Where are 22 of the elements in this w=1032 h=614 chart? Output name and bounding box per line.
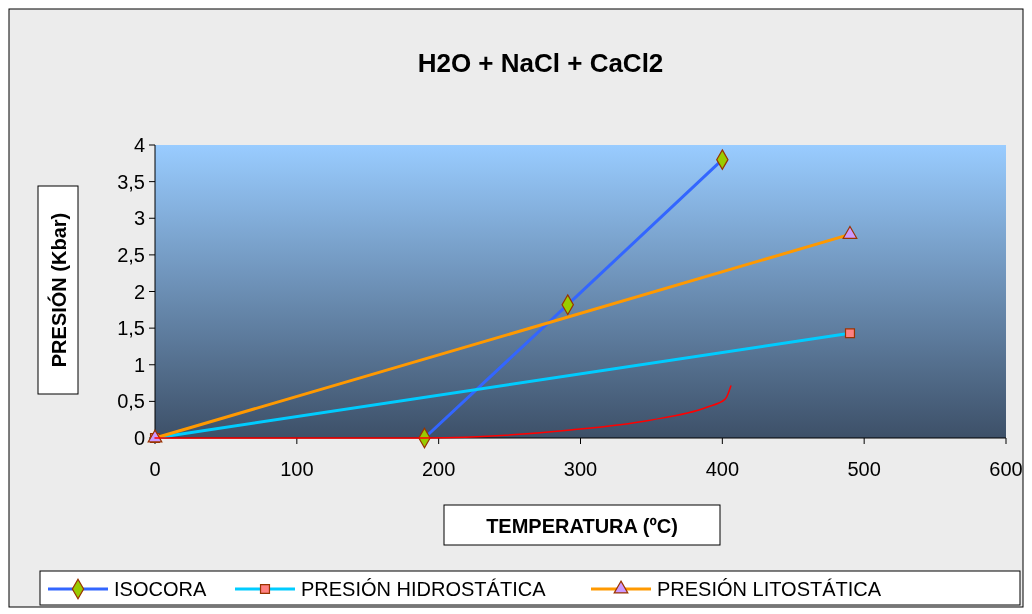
x-tick-label: 0 [149,458,161,480]
legend-label: ISOCORA [114,578,207,600]
x-tick-label: 400 [705,458,740,480]
y-axis-title: PRESIÓN (Kbar) [47,212,70,368]
y-tick-label: 0,5 [117,390,145,413]
chart-title: H2O + NaCl + CaCl2 [417,48,664,78]
y-tick-label: 3,5 [117,170,145,193]
x-tick-label: 100 [280,458,314,480]
legend-label: PRESIÓN LITOSTÁTICA [657,578,882,600]
x-tick-label: 200 [421,458,456,480]
x-axis-title: TEMPERATURA (ºC) [486,515,678,537]
x-tick-label: 600 [989,458,1023,480]
y-tick-label: 3 [133,207,145,230]
legend-label: PRESIÓN HIDROSTÁTICA [301,578,547,600]
y-tick-label: 4 [133,134,145,156]
x-tick-label: 300 [563,458,598,480]
y-tick-label: 2,5 [117,243,145,266]
x-tick-label: 500 [847,458,881,480]
y-tick-label: 1,5 [117,317,145,340]
y-tick-label: 0 [133,427,145,449]
y-tick-label: 2 [133,280,145,303]
y-tick-label: 1 [133,353,145,376]
